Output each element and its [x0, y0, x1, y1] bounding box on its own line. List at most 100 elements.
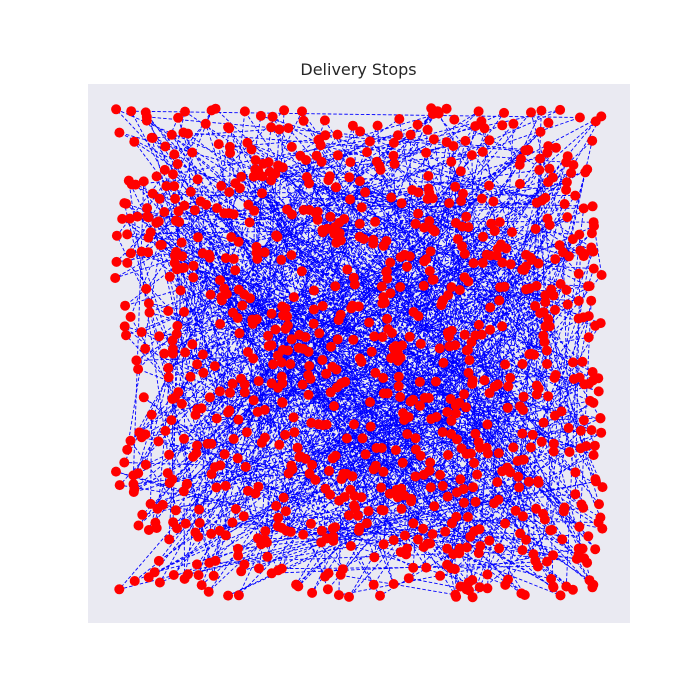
stop-point [426, 103, 437, 114]
stop-point [125, 311, 136, 322]
stop-point [574, 521, 585, 532]
stop-point [573, 295, 584, 306]
stop-point [332, 129, 343, 140]
stop-point [208, 570, 219, 581]
stop-point [335, 309, 346, 320]
stop-point [425, 482, 436, 493]
stop-point [204, 392, 215, 403]
stop-point [123, 175, 134, 186]
stop-point [377, 332, 388, 342]
stop-point [568, 357, 578, 368]
stop-point [370, 216, 381, 227]
stop-point [213, 139, 224, 150]
stop-point [494, 543, 505, 554]
stop-point [531, 380, 542, 391]
stop-point [206, 528, 217, 539]
stop-point [410, 433, 421, 444]
stop-point [454, 285, 465, 295]
stop-point [344, 510, 354, 521]
stop-point [518, 405, 529, 415]
stop-point [578, 203, 589, 214]
stop-point [590, 116, 601, 127]
stop-point [505, 467, 516, 478]
stop-point [282, 204, 293, 215]
stop-point [193, 232, 203, 243]
stop-point [114, 584, 125, 595]
stop-point [386, 353, 397, 364]
stop-point [389, 158, 400, 169]
stop-point [454, 543, 465, 554]
stop-point [492, 477, 503, 488]
stop-point [270, 324, 281, 335]
stop-point [438, 357, 449, 368]
stop-point [533, 258, 544, 269]
stop-point [405, 129, 416, 140]
stop-point [524, 349, 535, 360]
stop-point [413, 208, 424, 219]
stop-point [474, 582, 485, 593]
stop-point [143, 247, 154, 258]
stop-point [160, 425, 171, 436]
stop-point [313, 419, 324, 430]
stop-point [458, 484, 469, 495]
stop-point [272, 231, 283, 242]
stop-point [374, 160, 385, 171]
stop-point [430, 376, 441, 387]
stop-point [258, 158, 269, 169]
stop-point [596, 427, 607, 438]
stop-point [542, 213, 553, 224]
stop-point [143, 298, 154, 309]
stop-point [324, 465, 335, 476]
stop-point [219, 449, 230, 460]
stop-point [395, 547, 406, 558]
stop-point [163, 306, 174, 316]
stop-point [226, 232, 237, 243]
stop-point [501, 243, 512, 254]
stop-point [194, 504, 205, 515]
stop-point [461, 211, 472, 222]
stop-point [570, 489, 581, 500]
stop-point [286, 141, 297, 152]
stop-point [482, 419, 493, 430]
stop-point [282, 345, 293, 356]
stop-point [455, 581, 466, 592]
stop-point [515, 528, 526, 539]
stop-point [140, 429, 151, 440]
stop-point [133, 520, 144, 531]
stop-point [253, 376, 264, 387]
stop-point [470, 428, 481, 439]
stop-point [356, 202, 367, 213]
stop-point [339, 214, 350, 224]
stop-point [236, 171, 247, 182]
stop-point [122, 444, 133, 455]
stop-point [274, 439, 285, 450]
stop-point [267, 111, 278, 122]
stop-point [575, 443, 586, 454]
stop-point [266, 568, 277, 579]
stop-point [169, 181, 180, 192]
stop-point [276, 254, 287, 265]
stop-point [594, 499, 604, 510]
stop-point [209, 462, 220, 473]
stop-point [202, 438, 213, 449]
stop-point [455, 474, 466, 485]
stop-point [530, 224, 541, 234]
stop-point [397, 457, 408, 468]
stop-point [423, 183, 434, 194]
stop-point [530, 555, 541, 566]
stop-point [479, 123, 490, 134]
stop-point [143, 525, 154, 535]
stop-point [476, 193, 487, 204]
stop-point [152, 503, 163, 514]
stop-point [129, 576, 140, 586]
stop-point [424, 266, 435, 276]
stop-point [550, 370, 561, 380]
stop-point [555, 104, 566, 115]
stop-point [346, 303, 357, 314]
stop-point [459, 272, 470, 283]
stop-point [444, 341, 455, 352]
stop-point [427, 224, 438, 235]
stop-point [463, 344, 473, 355]
stop-point [562, 299, 573, 310]
stop-point [185, 371, 196, 382]
